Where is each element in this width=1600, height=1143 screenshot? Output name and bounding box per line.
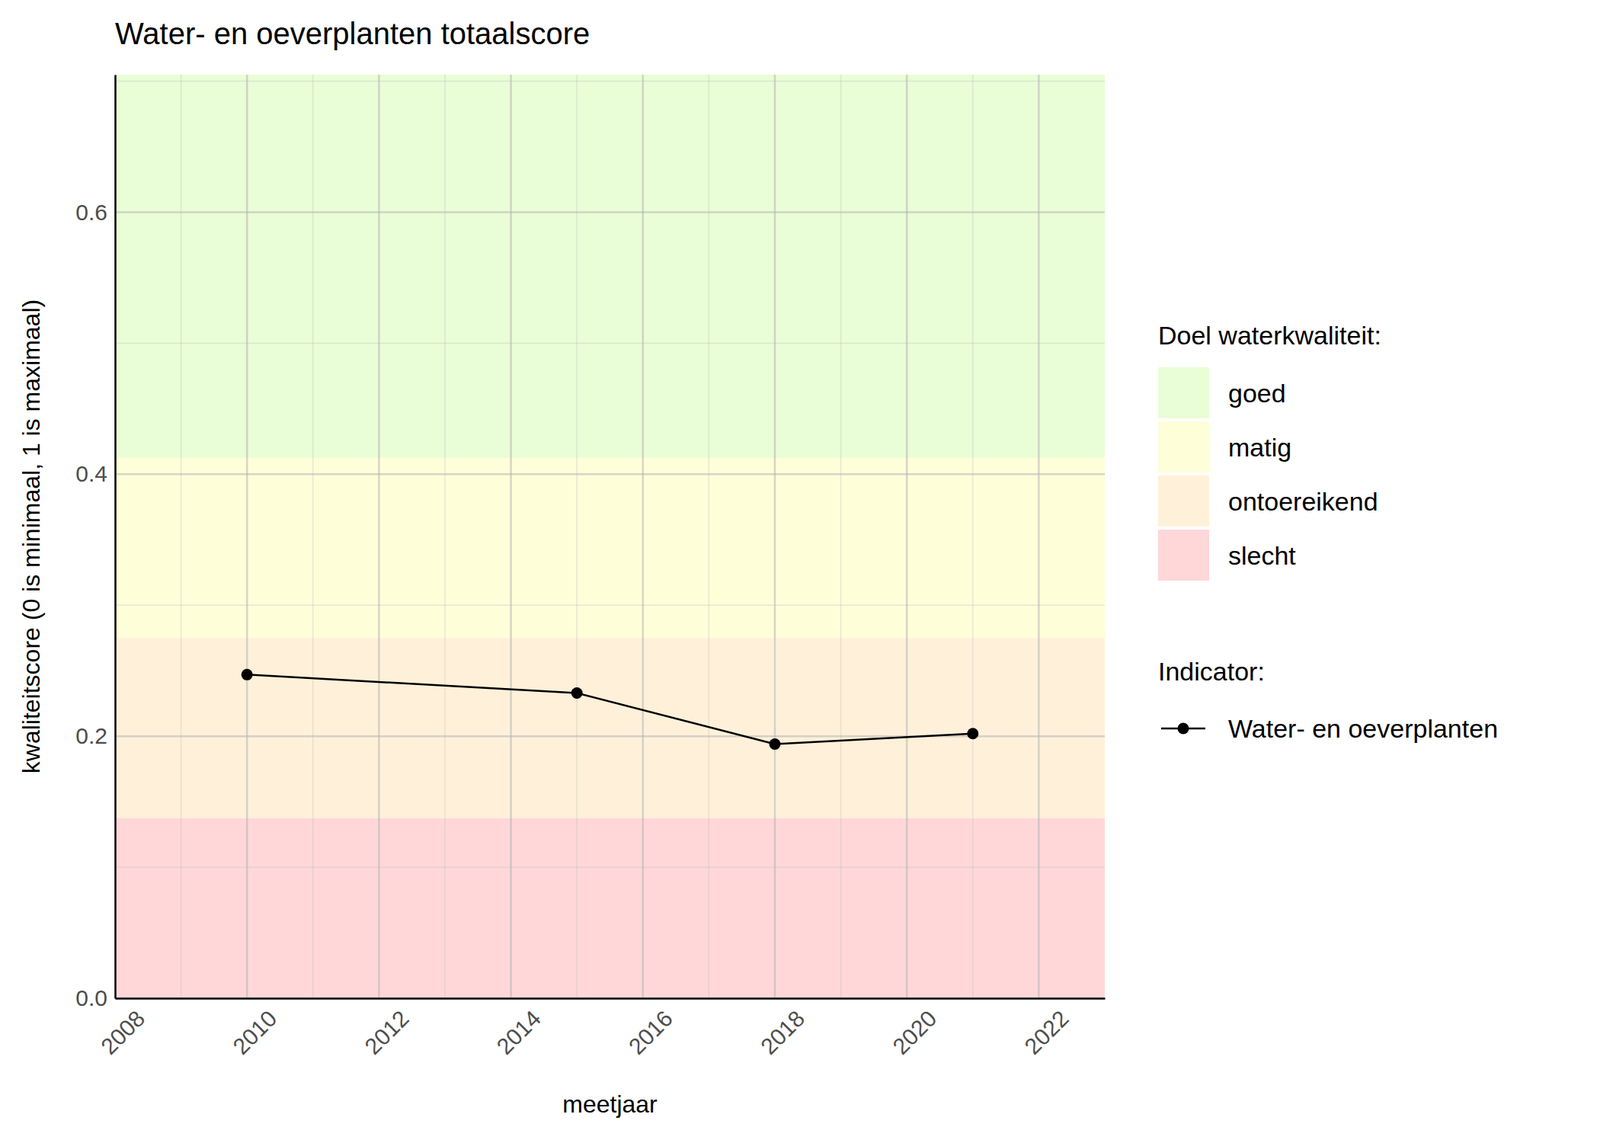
tick-label: 2014	[491, 1005, 546, 1060]
grid-line	[246, 74, 249, 999]
marker	[966, 727, 979, 740]
tick: 0.4	[75, 460, 116, 487]
grid-line	[115, 211, 1105, 214]
x-axis: 2008 2010 2012 2014 2016 2018 2020 2022	[96, 998, 1106, 1060]
minor-grid-line	[972, 74, 974, 999]
legend-swatch	[1158, 529, 1210, 581]
legend-label: ontoereikend	[1228, 486, 1379, 516]
tick-label: 0.2	[75, 723, 108, 749]
plot: 200820102012201420162018202020220.00.20.…	[75, 74, 1105, 1060]
marker	[241, 668, 253, 681]
tick: 2010	[227, 998, 282, 1060]
grid-line	[905, 74, 909, 999]
marker	[769, 738, 781, 750]
minor-grid-line	[444, 74, 446, 999]
axis-line	[114, 75, 117, 999]
minor-grid-line	[312, 74, 314, 999]
plot-area	[115, 74, 1105, 999]
grid-line	[115, 735, 1105, 738]
grid-line	[509, 74, 512, 999]
legend-swatch	[1158, 475, 1210, 527]
tick-label: 0.4	[75, 460, 108, 487]
grid-line	[642, 74, 645, 999]
tick: 2022	[1019, 998, 1074, 1060]
grid-line	[115, 473, 1105, 476]
minor-grid-line	[115, 604, 1105, 607]
tick-label: 0.6	[75, 199, 108, 225]
grid-line	[115, 997, 1105, 999]
tick-label: 2018	[755, 1005, 810, 1060]
series-line	[246, 674, 973, 744]
legend-label: slecht	[1228, 540, 1296, 570]
legend-label: goed	[1228, 378, 1287, 408]
minor-grid-line	[115, 342, 1105, 345]
legend-label: Water- en oeverplanten	[1228, 713, 1498, 743]
legend-title: Indicator:	[1158, 656, 1265, 686]
tick: 2018	[755, 998, 810, 1060]
legend: Doel waterkwaliteit: goed matig ontoereiken…	[1158, 320, 1498, 743]
band	[115, 818, 1105, 999]
grid-line	[377, 74, 381, 999]
title: Water- en oeverplanten totaalscore	[115, 16, 590, 51]
chart: 200820102012201420162018202020220.00.20.…	[0, 0, 1600, 1143]
legend-marker	[1177, 723, 1190, 735]
legend-swatch	[1158, 421, 1210, 473]
tick-label: 2020	[887, 1005, 942, 1060]
legend-title: Doel waterkwaliteit:	[1158, 320, 1382, 350]
tick-label: 2008	[96, 1005, 151, 1060]
tick: 2012	[359, 998, 414, 1060]
minor-grid-line	[576, 74, 578, 999]
legend-swatch	[1158, 367, 1210, 419]
minor-grid-line	[180, 74, 183, 999]
y-axis: 0.0 0.2 0.4 0.6	[75, 75, 116, 1012]
minor-grid-line	[115, 866, 1105, 868]
grid-line	[1037, 74, 1040, 999]
x-axis-title: meetjaar	[562, 1090, 658, 1118]
tick: 2016	[624, 998, 679, 1060]
axis-line	[115, 997, 1106, 1000]
tick: 0.6	[75, 199, 116, 225]
minor-grid-line	[708, 74, 711, 999]
tick-label: 2010	[227, 1005, 282, 1060]
band	[115, 637, 1105, 818]
grid	[115, 74, 1105, 999]
minor-grid-line	[115, 80, 1105, 83]
band	[115, 457, 1105, 638]
tick-label: 2016	[624, 1005, 679, 1060]
grid-line	[774, 74, 777, 999]
grid-line	[115, 74, 116, 999]
tick-label: 0.0	[75, 985, 108, 1011]
tick-label: 2022	[1019, 1005, 1074, 1060]
tick-label: 2012	[359, 1005, 414, 1060]
tick: 2020	[887, 998, 942, 1060]
y-axis-title: kwaliteitscore (0 is minimaal, 1 is maxi…	[17, 299, 45, 774]
legend-label: matig	[1228, 432, 1292, 462]
marker	[571, 687, 583, 699]
band	[115, 74, 1105, 458]
minor-grid-line	[840, 74, 842, 999]
tick: 0.0	[75, 985, 116, 1011]
tick: 0.2	[75, 723, 116, 749]
tick: 2014	[491, 998, 546, 1060]
